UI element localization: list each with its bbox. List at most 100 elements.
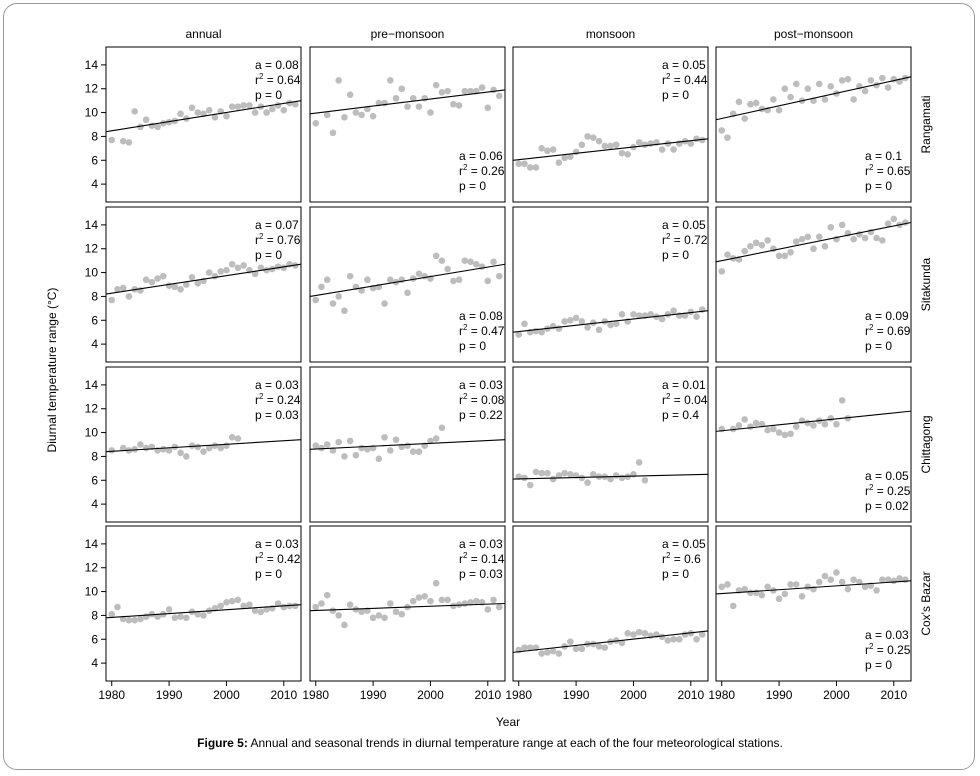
data-point xyxy=(171,283,179,291)
data-point xyxy=(240,602,247,610)
data-point xyxy=(415,594,423,601)
data-point xyxy=(641,476,649,484)
x-tick-label: 1980 xyxy=(708,688,735,702)
data-point xyxy=(792,423,800,430)
data-point xyxy=(329,129,337,137)
data-point xyxy=(177,285,184,293)
panel-border-3-3 xyxy=(715,525,912,682)
stat-p: p = 0 xyxy=(662,567,689,581)
data-point xyxy=(137,615,144,623)
data-point xyxy=(741,115,748,122)
data-point xyxy=(246,102,253,109)
data-point xyxy=(752,239,760,247)
y-tick-label: 12 xyxy=(85,561,99,575)
y-tick-label: 10 xyxy=(85,106,99,120)
stat-a: a = 0.01 xyxy=(662,378,706,392)
stat-p: p = 0 xyxy=(459,339,486,353)
data-point xyxy=(205,444,213,452)
data-point xyxy=(404,289,411,297)
data-point xyxy=(165,447,173,454)
data-point xyxy=(160,120,167,127)
data-point xyxy=(131,616,138,624)
panel-border-0-2 xyxy=(512,46,709,203)
stat-a: a = 0.08 xyxy=(459,309,503,323)
data-point xyxy=(125,139,133,146)
data-point xyxy=(119,615,127,623)
data-point xyxy=(532,327,540,335)
data-point xyxy=(555,650,563,657)
data-point xyxy=(787,249,794,256)
trend-line xyxy=(512,630,709,653)
data-point xyxy=(747,243,754,250)
data-point xyxy=(131,108,138,115)
caption-text: Annual and seasonal trends in diurnal te… xyxy=(250,736,783,750)
stat-r2: r2 = 0.04 xyxy=(662,392,708,407)
data-point xyxy=(544,147,551,155)
data-point xyxy=(775,106,783,114)
data-point xyxy=(369,112,377,120)
figure-caption: Figure 5: Annual and seasonal trends in … xyxy=(0,736,980,750)
data-point xyxy=(177,110,184,118)
data-point xyxy=(589,471,597,478)
column-title-0: annual xyxy=(185,27,221,41)
data-point xyxy=(838,77,846,84)
data-point xyxy=(515,331,523,338)
data-point xyxy=(815,578,823,586)
data-point xyxy=(450,100,457,108)
data-point xyxy=(775,252,783,260)
data-point xyxy=(274,102,282,109)
data-point xyxy=(415,448,423,455)
data-point xyxy=(312,603,320,611)
data-point xyxy=(555,325,563,332)
data-point xyxy=(495,92,503,100)
data-point xyxy=(804,85,812,93)
data-point xyxy=(764,237,771,244)
data-point xyxy=(884,220,892,227)
data-point xyxy=(578,318,586,325)
data-point xyxy=(467,87,474,95)
stat-a: a = 0.05 xyxy=(865,469,909,483)
data-point xyxy=(873,234,880,242)
data-point xyxy=(228,597,236,605)
stat-a: a = 0.03 xyxy=(865,628,909,642)
x-tick-label: 2010 xyxy=(677,688,704,702)
data-point xyxy=(764,583,771,591)
stat-a: a = 0.07 xyxy=(255,218,299,232)
y-tick-label: 14 xyxy=(85,378,99,392)
data-point xyxy=(444,596,451,604)
data-point xyxy=(718,127,726,134)
data-point xyxy=(896,575,903,582)
data-point xyxy=(223,112,230,120)
y-tick-label: 6 xyxy=(91,153,98,167)
column-title-2: monsoon xyxy=(586,27,635,41)
data-point xyxy=(549,475,557,483)
y-tick-label: 6 xyxy=(91,473,98,487)
panel-border-1-0 xyxy=(105,206,302,363)
data-point xyxy=(323,276,331,284)
row-label-2: Chittagong xyxy=(919,415,933,473)
stat-p: p = 0.03 xyxy=(255,408,299,422)
data-point xyxy=(879,576,886,583)
data-point xyxy=(119,444,127,452)
data-point xyxy=(432,435,440,442)
data-point xyxy=(741,416,748,423)
data-point xyxy=(182,614,190,622)
data-point xyxy=(693,313,700,320)
data-point xyxy=(647,311,654,318)
data-point xyxy=(601,644,609,651)
data-point xyxy=(335,438,342,446)
data-point xyxy=(584,479,591,486)
data-point xyxy=(200,612,207,619)
data-point xyxy=(670,307,677,315)
data-point xyxy=(269,105,276,113)
y-tick-label: 10 xyxy=(85,585,99,599)
data-point xyxy=(635,628,643,636)
data-point xyxy=(114,285,121,293)
data-point xyxy=(901,576,909,583)
data-point xyxy=(211,442,219,449)
data-point xyxy=(312,120,320,127)
data-point xyxy=(280,264,288,272)
data-point xyxy=(561,318,568,325)
data-point xyxy=(890,215,898,223)
data-point xyxy=(890,577,898,585)
